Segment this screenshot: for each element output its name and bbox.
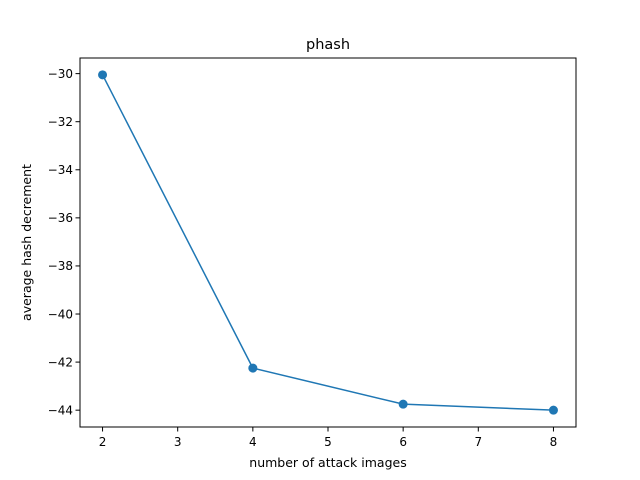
- data-point: [398, 399, 408, 409]
- x-tick-label: 6: [399, 435, 407, 449]
- data-point: [98, 70, 108, 80]
- y-tick-label: −36: [48, 211, 73, 225]
- y-axis-label: average hash decrement: [19, 164, 34, 321]
- series-line: [101, 74, 554, 411]
- x-tick-label: 7: [474, 435, 482, 449]
- y-tick-label: −38: [48, 259, 73, 273]
- x-tick-label: 5: [324, 435, 332, 449]
- plot-area-frame: [79, 57, 577, 428]
- y-tick-label: −30: [48, 67, 73, 81]
- axis-ticks: 2 3 4 5 6 7 8 −30 −32 −34 −36 −38 −40 −42 −44: [48, 67, 558, 449]
- y-tick-label: −44: [48, 403, 73, 417]
- x-tick-label: 2: [99, 435, 107, 449]
- y-tick-label: −40: [48, 307, 73, 321]
- y-tick-label: −42: [48, 355, 73, 369]
- y-tick-label: −32: [48, 115, 73, 129]
- y-tick-label: −34: [48, 163, 73, 177]
- x-tick-label: 3: [174, 435, 182, 449]
- x-tick-label: 4: [249, 435, 257, 449]
- x-tick-label: 8: [550, 435, 558, 449]
- data-point: [548, 405, 558, 415]
- chart-title: phash: [306, 37, 350, 53]
- series-layer: [98, 70, 558, 415]
- data-point: [248, 363, 258, 373]
- x-axis-label: number of attack images: [249, 455, 406, 470]
